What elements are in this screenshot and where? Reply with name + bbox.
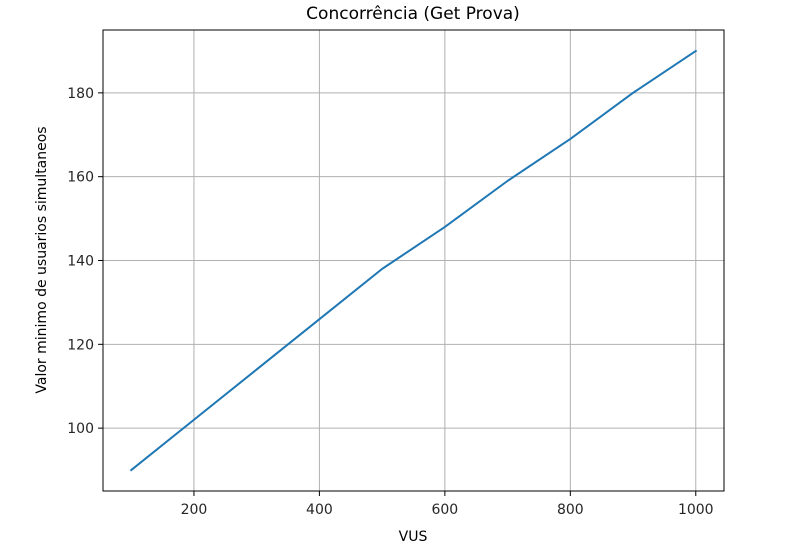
x-axis-label: VUS xyxy=(399,529,428,545)
y-axis-label: Valor minimo de usuarios simultaneos xyxy=(34,126,50,393)
x-tick-label: 200 xyxy=(181,502,208,518)
series-layer xyxy=(129,49,698,472)
axis-ticks: 200 400 600 800 1000 100 120 140 160 180 xyxy=(67,86,713,518)
y-tick-label: 100 xyxy=(67,421,94,437)
series-line xyxy=(129,49,698,472)
y-tick-label: 180 xyxy=(67,86,94,102)
x-tick-label: 800 xyxy=(557,502,584,518)
y-tick-label: 120 xyxy=(67,337,94,353)
grid xyxy=(103,30,724,491)
x-tick-label: 600 xyxy=(431,502,458,518)
chart-title: Concorrência (Get Prova) xyxy=(306,4,520,24)
y-tick-label: 140 xyxy=(67,254,94,270)
y-tick-label: 160 xyxy=(67,170,94,186)
x-tick-label: 400 xyxy=(306,502,333,518)
x-tick-label: 1000 xyxy=(678,502,714,518)
